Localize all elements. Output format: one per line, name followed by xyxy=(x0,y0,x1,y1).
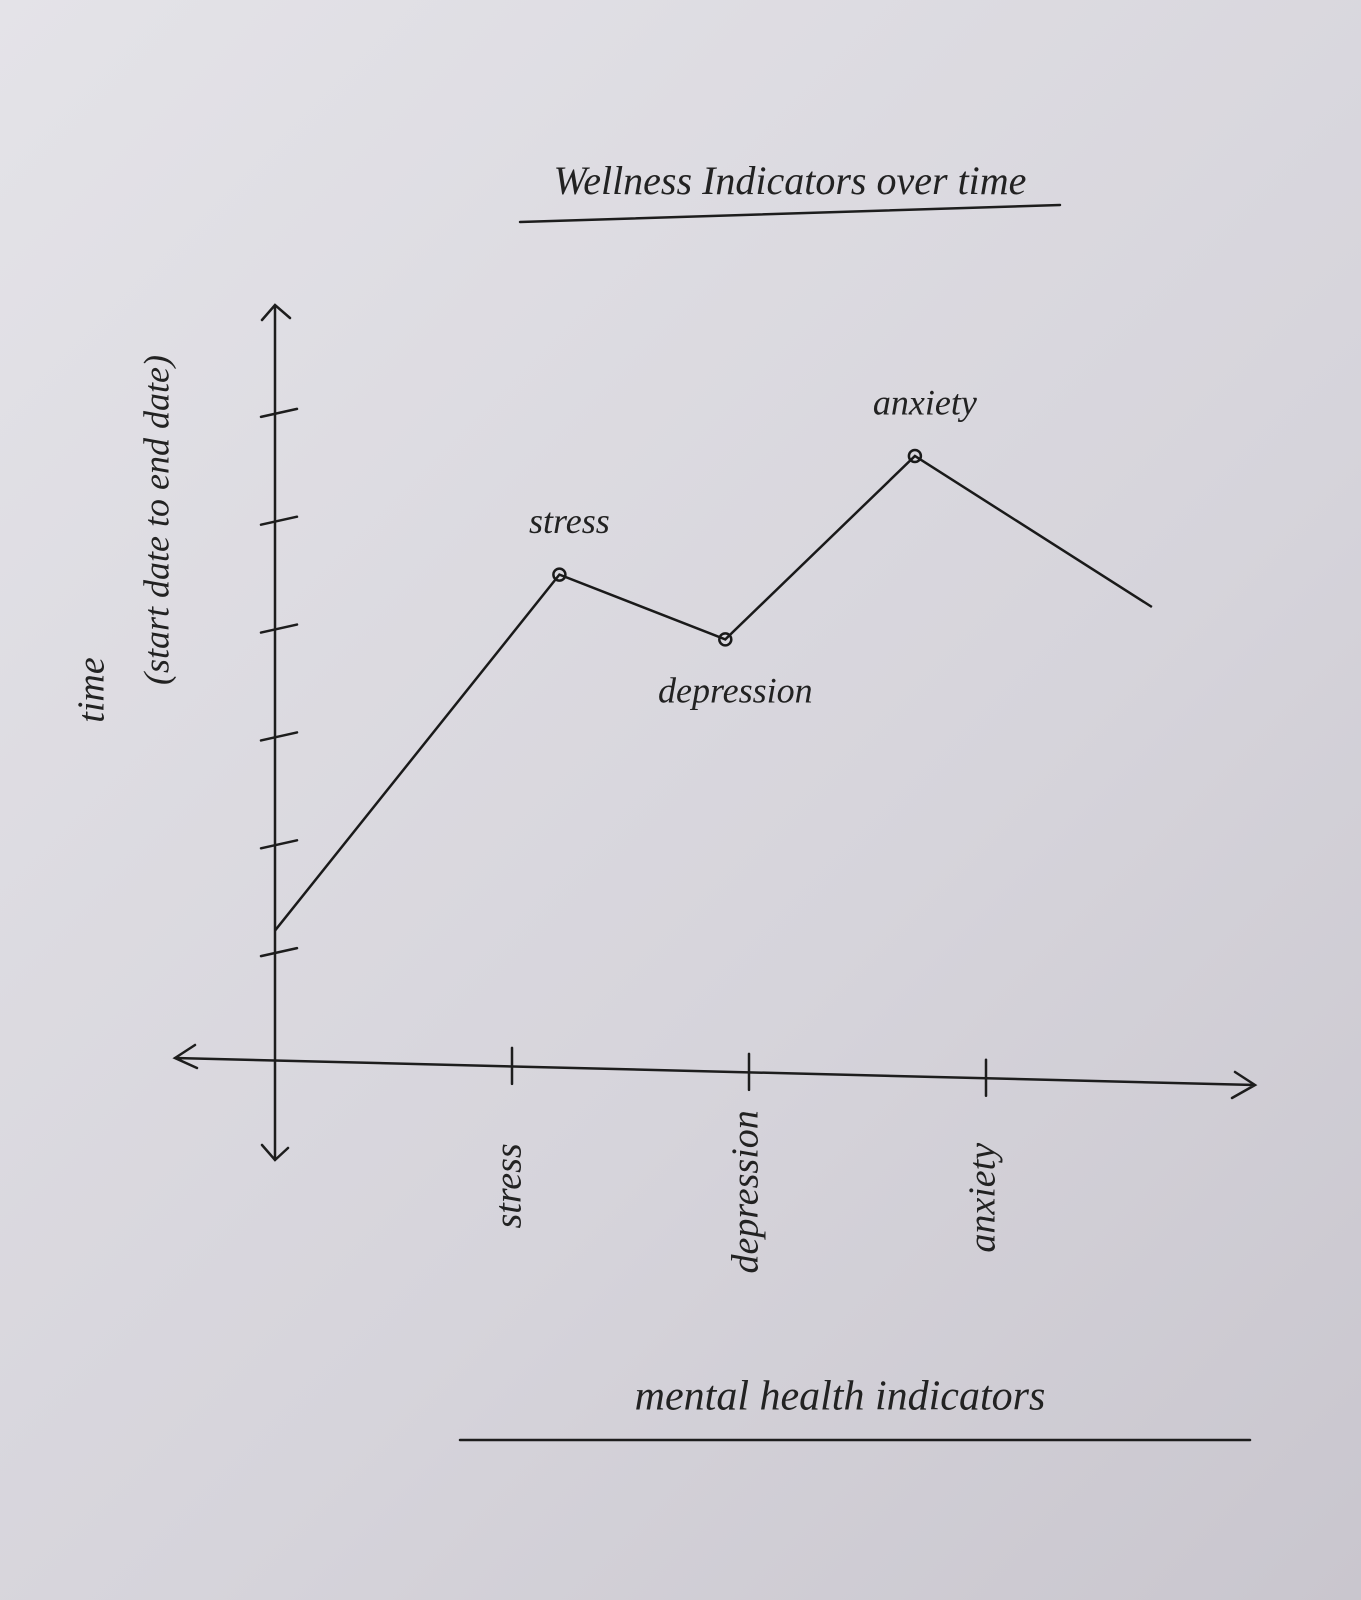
y-tick xyxy=(259,515,299,526)
y-tick xyxy=(259,623,299,634)
y-axis-sublabel: (start date to end date) xyxy=(136,355,176,685)
x-tick-label: depression xyxy=(725,1110,767,1273)
y-axis xyxy=(260,303,292,1162)
point-label: anxiety xyxy=(873,382,977,422)
y-tick xyxy=(259,946,299,958)
x-tick-label: anxiety xyxy=(962,1143,1004,1253)
x-axis xyxy=(172,1043,1258,1100)
y-tick xyxy=(259,839,299,850)
point xyxy=(552,567,567,582)
point-label: stress xyxy=(529,501,610,541)
y-tick xyxy=(259,731,299,742)
y-tick xyxy=(259,407,299,419)
point xyxy=(907,448,923,464)
x-axis-label: mental health indicators xyxy=(635,1374,1046,1420)
title-underline xyxy=(518,203,1062,224)
chart-title: Wellness Indicators over time xyxy=(554,158,1027,203)
line xyxy=(274,454,1153,932)
x-tick-label: stress xyxy=(488,1143,530,1228)
point xyxy=(718,632,733,647)
y-axis-label: time xyxy=(71,657,113,723)
point-label: depression xyxy=(658,671,813,711)
